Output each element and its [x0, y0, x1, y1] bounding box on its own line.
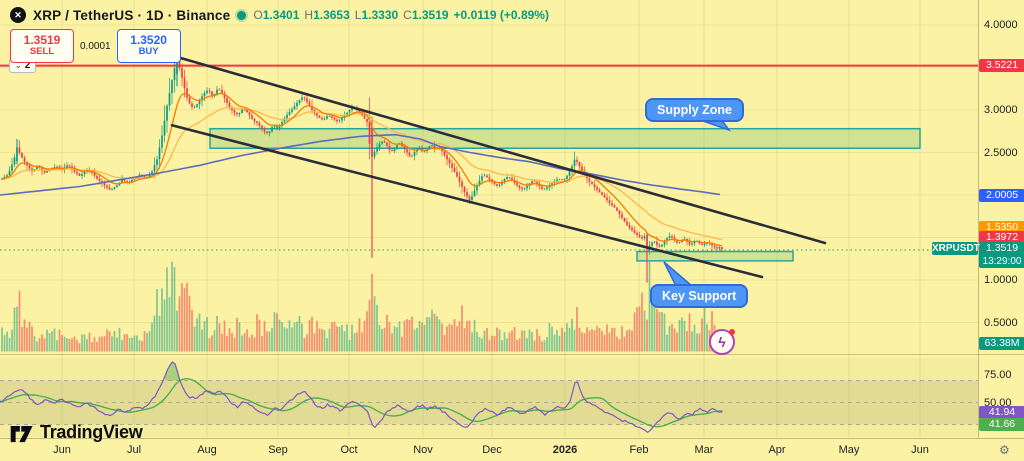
price-tick: 0.5000	[984, 316, 1018, 329]
open-value: 1.3401	[262, 8, 300, 22]
time-label-Aug: Aug	[197, 444, 217, 456]
time-label-Oct: Oct	[340, 444, 358, 456]
symbol-price-tag: XRPUSDT	[932, 242, 980, 255]
buy-button[interactable]: 1.3520 BUY	[116, 29, 181, 63]
trade-widget: 1.3519 SELL 0.0001 1.3520 BUY	[10, 29, 181, 63]
time-label-Apr: Apr	[768, 444, 786, 456]
key-support-callout[interactable]: Key Support	[650, 284, 749, 308]
lightning-icon[interactable]: ϟ	[709, 329, 735, 355]
rsi-line	[0, 361, 723, 434]
time-label-Mar: Mar	[694, 444, 714, 456]
axis-badge-1.3519: 1.3519 13:29:00	[979, 242, 1024, 268]
bolt-glyph: ϟ	[718, 334, 726, 350]
grid-layer	[0, 0, 978, 437]
notification-dot-icon	[729, 329, 735, 335]
close-value: 1.3519	[411, 8, 449, 22]
time-label-May: May	[838, 444, 860, 456]
supply-zone[interactable]	[209, 127, 921, 149]
price-tick: 2.5000	[984, 146, 1018, 159]
trendline-upper[interactable]	[176, 55, 827, 245]
gear-icon[interactable]: ⚙	[999, 443, 1010, 457]
market-status-dot-icon[interactable]	[237, 10, 247, 20]
key-support-zone[interactable]	[636, 250, 794, 262]
time-label-Jun: Jun	[911, 444, 929, 456]
time-label-Dec: Dec	[482, 444, 502, 456]
low-value: 1.3330	[361, 8, 399, 22]
trendline-lower[interactable]	[170, 124, 764, 279]
time-label-Jul: Jul	[126, 444, 142, 456]
tradingview-logo[interactable]: TradingView	[10, 422, 143, 443]
sell-button[interactable]: 1.3519 SELL	[10, 29, 74, 63]
symbol-title[interactable]: XRP / TetherUS · 1D · Binance	[33, 7, 231, 23]
ohlc-readout: O1.3401 H1.3653 L1.3330 C1.3519 +0.0119 …	[253, 8, 549, 22]
axis-badge-1.5350: 1.5350	[979, 220, 1024, 234]
orders-count: 2	[24, 60, 31, 71]
axis-badge-1.3972: 1.3972	[979, 231, 1024, 244]
axis-badge-41.94: 41.94	[979, 405, 1024, 419]
ma-long-line	[0, 133, 721, 196]
support-callout-tail	[663, 261, 695, 287]
ma-slow-line	[1, 106, 723, 241]
axis-badge-63.38M: 63.38M	[979, 336, 1024, 350]
time-axis[interactable]: ⚙ Jun Jul Aug Sep Oct Nov Dec 2026 Feb Mar Apr May J…	[0, 438, 1024, 461]
axis-badge-41.66: 41.66	[979, 417, 1024, 431]
time-label-Feb: Feb	[629, 444, 649, 456]
axis-badge-3.5221: 3.5221	[979, 59, 1024, 73]
high-value: 1.3653	[313, 8, 350, 22]
time-label-Sep: Sep	[268, 444, 288, 456]
candles-layer	[1, 51, 723, 283]
price-tick: 4.0000	[984, 19, 1018, 31]
brand-text: TradingView	[40, 422, 143, 442]
ma-fast-line	[1, 92, 723, 247]
time-label-Jun: Jun	[53, 444, 71, 456]
price-scale[interactable]: 4.0000 3.0000 2.5000 1.0000 0.5000 75.00 50.00…	[978, 0, 1024, 438]
time-label-2026: 2026	[552, 444, 578, 456]
chart-header: ✕ XRP / TetherUS · 1D · Binance O1.3401 …	[10, 7, 549, 23]
tradingview-logo-icon	[10, 425, 33, 442]
time-label-Nov: Nov	[413, 444, 433, 456]
spread-value: 0.0001	[80, 40, 111, 52]
change-value: +0.0119 (+0.89%)	[453, 8, 549, 22]
xrp-logo-icon: ✕	[10, 7, 26, 23]
volume-layer	[1, 261, 723, 352]
price-tick: 3.0000	[984, 104, 1018, 116]
supply-zone-callout[interactable]: Supply Zone	[645, 98, 744, 122]
price-tick: 75.00	[984, 369, 1012, 381]
chevron-down-icon: ⌄	[15, 61, 22, 70]
price-tick: 1.0000	[984, 274, 1018, 286]
axis-badge-2.0005: 2.0005	[979, 188, 1024, 202]
